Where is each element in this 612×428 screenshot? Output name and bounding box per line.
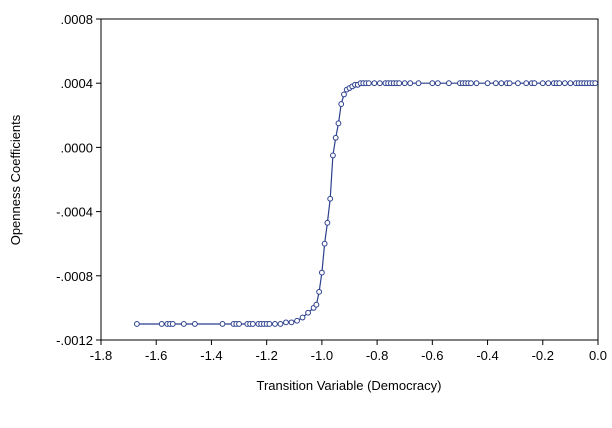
data-point [429, 80, 436, 87]
data-point [415, 80, 422, 87]
x-axis-title: Transition Variable (Democracy) [257, 378, 442, 393]
y-tick-label: -.0012 [56, 333, 93, 348]
data-point [468, 80, 474, 87]
x-axis-ticks: -1.8 -1.6 -1.4 -1.2 -1.0 -0.8 -0.6 -0.4 -0.2 0.0 [90, 340, 607, 363]
y-axis-title: Openness Coefficients [8, 114, 23, 245]
data-point [324, 219, 331, 226]
data-point [376, 80, 383, 87]
x-tick-label: -1.2 [255, 348, 277, 363]
data-point [401, 80, 408, 87]
data-point [283, 319, 289, 326]
data-point [371, 80, 378, 87]
y-tick-label: .0004 [60, 76, 93, 91]
y-tick-label: -.0008 [56, 269, 93, 284]
data-point [545, 80, 552, 87]
x-tick-label: -1.6 [145, 348, 167, 363]
data-point [327, 195, 334, 202]
x-tick-label: -0.2 [532, 348, 554, 363]
data-point [219, 321, 226, 327]
data-point [365, 80, 372, 87]
data-point [249, 321, 256, 327]
data-point [396, 80, 403, 87]
x-tick-label: -0.8 [366, 348, 388, 363]
series-line-group [136, 82, 596, 325]
data-point [277, 321, 284, 327]
data-point [473, 80, 480, 87]
data-point [338, 101, 345, 107]
data-point [158, 321, 165, 327]
data-point [133, 321, 140, 327]
data-point [169, 321, 176, 327]
data-point [236, 321, 242, 327]
data-point [335, 120, 342, 127]
data-point [294, 317, 300, 324]
data-point [434, 80, 441, 87]
data-point [531, 80, 538, 87]
x-tick-label: -1.4 [200, 348, 222, 363]
data-point [313, 301, 320, 308]
data-point [506, 80, 513, 87]
x-tick-label: -1.0 [311, 348, 333, 363]
x-tick-label: -0.6 [421, 348, 443, 363]
y-axis-ticks: -.0012 -.0008 -.0004 .0000 .0004 .0008 [56, 12, 101, 348]
data-point [561, 80, 568, 87]
data-point [316, 288, 323, 295]
data-point [515, 80, 521, 87]
data-point [446, 80, 452, 87]
data-point [341, 91, 347, 98]
y-tick-label: .0008 [60, 12, 93, 27]
data-point [191, 321, 198, 327]
y-tick-label: .0000 [60, 140, 93, 155]
data-point [539, 80, 546, 87]
series-line [136, 82, 596, 325]
data-point [305, 309, 311, 316]
data-point [321, 240, 328, 247]
plot-frame [100, 18, 599, 341]
x-tick-label: -1.8 [90, 348, 112, 363]
data-point [492, 80, 499, 87]
data-point [272, 321, 278, 327]
data-point [523, 80, 530, 87]
data-point [567, 80, 574, 87]
x-tick-label: -0.4 [476, 348, 498, 363]
data-point [484, 80, 491, 87]
data-point [288, 319, 295, 326]
y-tick-label: -.0004 [56, 205, 93, 220]
series-points-group [133, 80, 599, 327]
data-point [318, 269, 325, 276]
data-point [299, 314, 306, 321]
data-point [498, 80, 505, 87]
data-point [592, 80, 599, 87]
data-point [407, 80, 414, 87]
data-point [556, 80, 563, 87]
data-point [266, 321, 273, 327]
data-point [332, 134, 339, 141]
data-point [180, 321, 187, 327]
x-tick-label: 0.0 [589, 348, 607, 363]
data-point [330, 152, 336, 159]
